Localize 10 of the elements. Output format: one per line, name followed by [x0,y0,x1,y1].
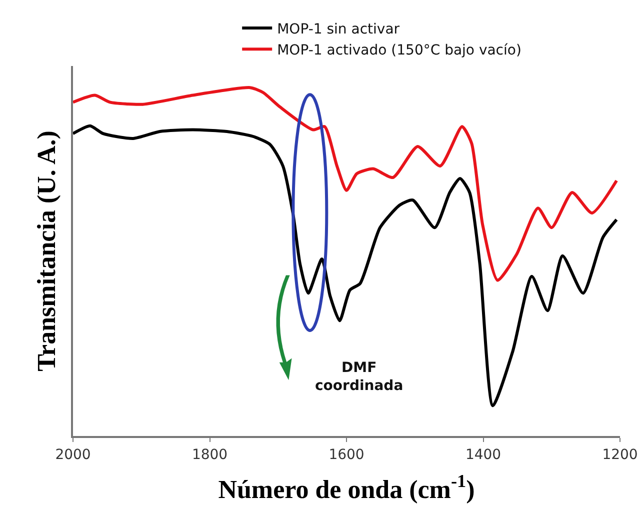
x-tick-label: 1800 [192,446,228,463]
x-tick-label: 1400 [465,446,502,463]
x-tick-label: 1600 [328,446,364,463]
x-tick-label: 1200 [602,446,638,463]
legend-label: MOP-1 sin activar [277,21,400,38]
x-axis-title: Número de onda (cm$^{-1}$) [218,471,475,504]
x-tick-label: 2000 [55,446,91,463]
legend-label: MOP-1 activado (150°C bajo vacío) [277,42,522,59]
annotation: DMF coordinada [315,360,404,394]
y-axis-title: Transmitancia (U. A.) [32,130,61,372]
